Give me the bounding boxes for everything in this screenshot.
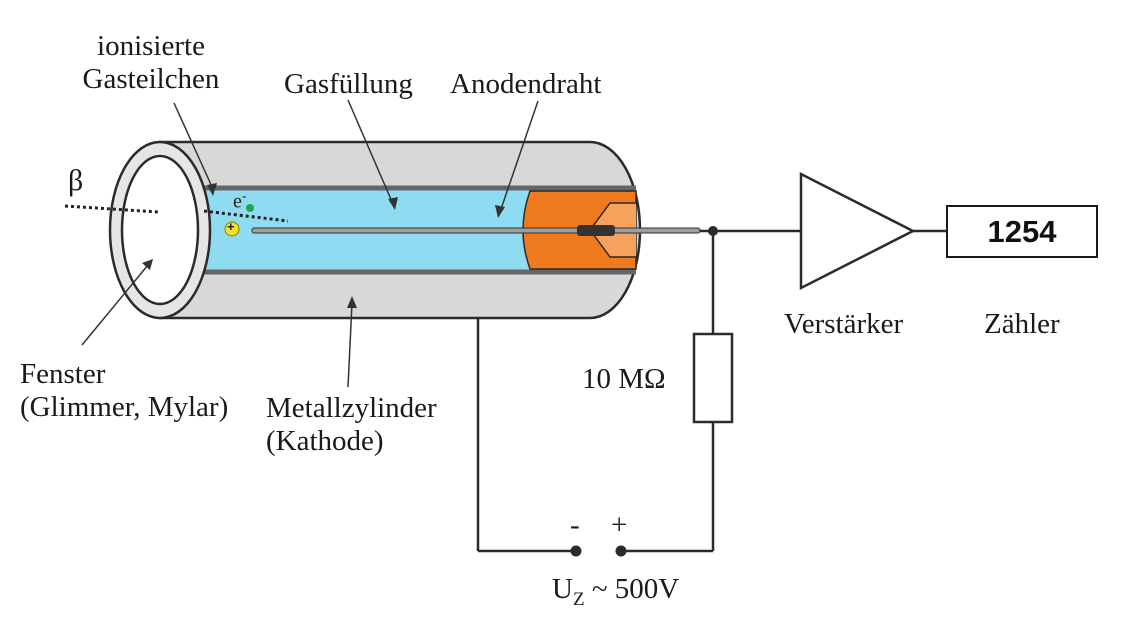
label-metal-cylinder: Metallzylinder (Kathode)	[266, 392, 437, 458]
label-window: Fenster (Glimmer, Mylar)	[20, 358, 228, 424]
leader-lines	[81, 99, 539, 388]
counter-display: 1254	[946, 205, 1098, 258]
voltage-subscript: Z	[572, 588, 585, 610]
label-ionized-line2: Gasteilchen	[82, 62, 220, 95]
resistor-symbol	[692, 332, 734, 424]
label-beta: β	[68, 164, 84, 197]
label-gas-filling: Gasfüllung	[284, 68, 413, 100]
beta-track-inside	[203, 209, 289, 223]
anode-wire	[251, 227, 701, 234]
label-electron: e-	[233, 189, 247, 214]
electron-sign: -	[241, 189, 247, 204]
label-ionized-line1: ionisierte	[97, 30, 205, 62]
voltage-symbol: U	[552, 573, 573, 605]
junction-node	[708, 226, 718, 236]
label-counter: Zähler	[984, 308, 1060, 340]
counter-value: 1254	[987, 213, 1057, 249]
label-ion-plus: +	[227, 219, 235, 234]
amplifier-symbol	[799, 171, 916, 291]
label-amplifier: Verstärker	[784, 308, 904, 340]
label-voltage: UZ ~ 500V	[552, 573, 679, 610]
label-cylinder-line2: (Kathode)	[266, 424, 384, 457]
label-ionized-particles: ionisierte Gasteilchen	[66, 30, 236, 96]
wire-feedthrough	[577, 225, 615, 236]
label-plus-terminal: +	[611, 509, 628, 541]
label-cylinder-line1: Metallzylinder	[266, 392, 437, 424]
terminal-positive	[615, 545, 627, 557]
ion-marker	[224, 221, 240, 237]
label-minus-terminal: -	[570, 509, 580, 541]
terminal-negative	[570, 545, 582, 557]
leader-arrows	[142, 183, 505, 308]
label-anode-wire: Anodendraht	[450, 68, 602, 100]
window-membrane	[120, 154, 200, 306]
label-window-line2: (Glimmer, Mylar)	[20, 390, 229, 423]
electron-letter: e	[233, 190, 242, 213]
circuit-wires	[476, 229, 948, 553]
electron-marker	[246, 204, 254, 212]
label-resistor: 10 MΩ	[582, 363, 666, 395]
label-window-line1: Fenster	[20, 358, 106, 390]
voltage-value: ~ 500V	[584, 573, 680, 605]
